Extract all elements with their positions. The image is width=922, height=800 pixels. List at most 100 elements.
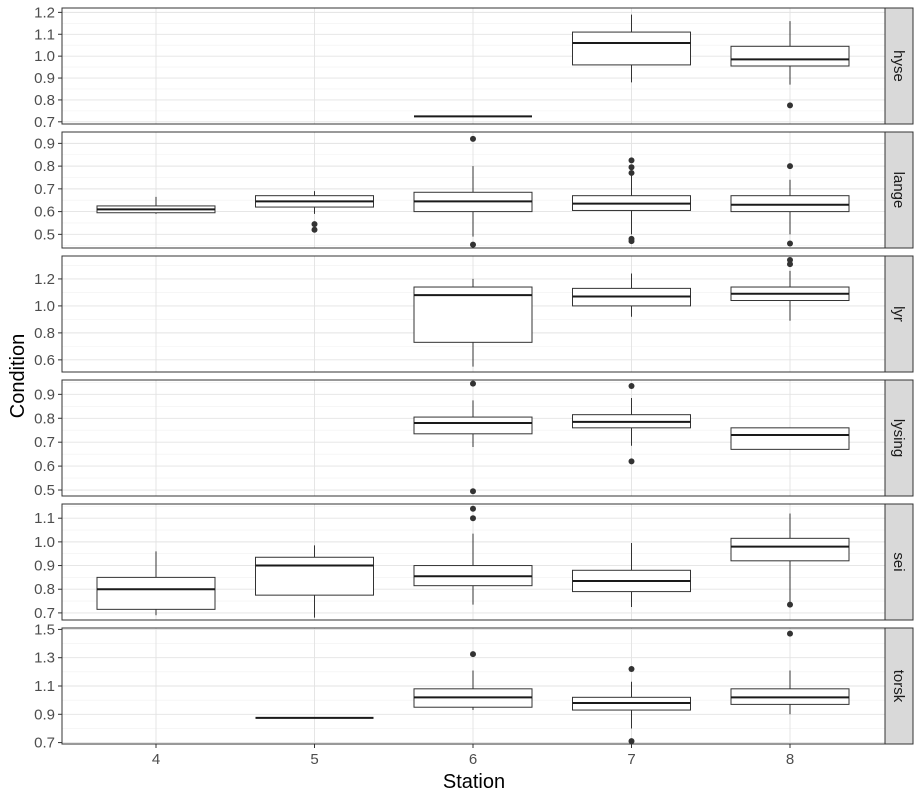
y-tick-label: 1.2 bbox=[34, 4, 55, 21]
outlier-point bbox=[787, 102, 793, 109]
y-tick-label: 0.8 bbox=[34, 325, 55, 342]
y-tick-label: 0.7 bbox=[34, 434, 55, 451]
facet-strip bbox=[884, 503, 914, 621]
box-iqr bbox=[730, 195, 850, 213]
y-tick-label: 1.1 bbox=[34, 26, 55, 43]
y-tick-label: 0.9 bbox=[34, 135, 55, 152]
outlier-point bbox=[628, 382, 635, 389]
box-lyr-7 bbox=[572, 273, 691, 317]
facet-panel-hyse: 0.7 0.8 0.9 1.0 1.1 1.2 hyse bbox=[34, 4, 914, 131]
box-iqr bbox=[96, 576, 216, 610]
x-tick-label: 4 bbox=[152, 751, 160, 768]
box-lange-4 bbox=[96, 196, 216, 214]
facet-panel-torsk: 0.7 0.9 1.1 1.3 1.5 torsk bbox=[34, 621, 914, 752]
box-iqr bbox=[255, 556, 374, 596]
box-lysing-7 bbox=[572, 382, 691, 465]
facet-strip-label: lange bbox=[890, 172, 907, 209]
y-tick-label: 0.7 bbox=[34, 735, 55, 752]
box-iqr bbox=[413, 416, 533, 435]
y-tick-label: 1.0 bbox=[34, 48, 55, 65]
facet-strip bbox=[884, 131, 914, 249]
outlier-point bbox=[787, 601, 793, 608]
y-tick-label: 1.0 bbox=[34, 298, 55, 315]
y-tick-label: 1.0 bbox=[34, 534, 55, 551]
outlier-point bbox=[311, 226, 318, 233]
outlier-point bbox=[787, 163, 793, 170]
y-tick-label: 1.2 bbox=[34, 271, 55, 288]
box-lysing-6 bbox=[413, 380, 533, 495]
box-lange-7 bbox=[572, 157, 691, 245]
y-tick-label: 0.7 bbox=[34, 605, 55, 622]
y-tick-label: 0.9 bbox=[34, 386, 55, 403]
outlier-point bbox=[628, 169, 635, 176]
y-tick-label: 0.7 bbox=[34, 114, 55, 131]
outlier-point bbox=[787, 630, 793, 637]
box-hyse-8 bbox=[730, 21, 850, 109]
box-lange-5 bbox=[255, 191, 374, 233]
outlier-point bbox=[470, 505, 476, 512]
box-lange-6 bbox=[413, 135, 533, 248]
box-sei-7 bbox=[572, 543, 691, 607]
box-iqr bbox=[730, 427, 850, 450]
box-lyr-6 bbox=[413, 278, 533, 367]
facet-strip-label: torsk bbox=[890, 670, 907, 703]
y-tick-label: 1.5 bbox=[34, 621, 55, 638]
y-tick-label: 1.1 bbox=[34, 678, 55, 695]
y-axis-title: Condition bbox=[7, 334, 29, 419]
box-lyr-8 bbox=[730, 257, 850, 321]
facet-strip-label: lyr bbox=[890, 306, 907, 322]
x-tick-label: 8 bbox=[786, 751, 794, 768]
y-tick-label: 0.6 bbox=[34, 458, 55, 475]
y-tick-label: 0.9 bbox=[34, 558, 55, 575]
outlier-point bbox=[628, 458, 635, 465]
box-iqr bbox=[730, 45, 850, 67]
y-tick-label: 0.9 bbox=[34, 70, 55, 87]
outlier-point bbox=[628, 164, 635, 171]
y-tick-label: 0.8 bbox=[34, 92, 55, 109]
facet-strip bbox=[884, 627, 914, 745]
y-tick-label: 0.5 bbox=[34, 482, 55, 499]
y-tick-label: 0.8 bbox=[34, 158, 55, 175]
box-torsk-6 bbox=[413, 651, 533, 711]
box-torsk-8 bbox=[730, 630, 850, 715]
box-sei-8 bbox=[730, 513, 850, 608]
y-tick-label: 0.8 bbox=[34, 581, 55, 598]
outlier-point bbox=[470, 241, 476, 248]
box-lange-8 bbox=[730, 163, 850, 247]
outlier-point bbox=[628, 666, 635, 673]
facet-strip-label: sei bbox=[890, 552, 907, 571]
facet-panel-lysing: 0.5 0.6 0.7 0.8 0.9 lysing bbox=[34, 379, 914, 499]
facet-panel-sei: 0.7 0.8 0.9 1.0 1.1 sei bbox=[34, 503, 914, 622]
y-tick-label: 0.8 bbox=[34, 410, 55, 427]
y-tick-label: 1.1 bbox=[34, 510, 55, 527]
outlier-point bbox=[628, 738, 635, 745]
box-sei-5 bbox=[255, 545, 374, 618]
y-tick-label: 0.9 bbox=[34, 706, 55, 723]
outlier-point bbox=[470, 515, 476, 522]
facet-panel-lange: 0.5 0.6 0.7 0.8 0.9 lange bbox=[34, 131, 914, 249]
box-iqr bbox=[572, 31, 691, 66]
box-torsk-7 bbox=[572, 666, 691, 745]
facet-strip bbox=[884, 379, 914, 497]
outlier-point bbox=[470, 651, 476, 658]
y-tick-label: 0.6 bbox=[34, 204, 55, 221]
outlier-point bbox=[470, 488, 476, 495]
facet-strip-label: lysing bbox=[890, 419, 907, 457]
facet-strip-label: hyse bbox=[890, 50, 907, 82]
y-tick-label: 0.5 bbox=[34, 226, 55, 243]
outlier-point bbox=[470, 135, 476, 142]
facet-strip bbox=[884, 7, 914, 125]
y-tick-label: 0.6 bbox=[34, 352, 55, 369]
box-iqr bbox=[730, 537, 850, 562]
box-iqr bbox=[413, 286, 533, 343]
outlier-point bbox=[311, 221, 318, 228]
x-tick-label: 5 bbox=[310, 751, 318, 768]
outlier-point bbox=[787, 240, 793, 247]
x-axis-title: Station bbox=[443, 771, 505, 793]
outlier-point bbox=[787, 261, 793, 268]
box-lysing-8 bbox=[730, 427, 850, 450]
outlier-point bbox=[470, 380, 476, 387]
box-sei-6 bbox=[413, 505, 533, 605]
box-hyse-7 bbox=[572, 14, 691, 83]
